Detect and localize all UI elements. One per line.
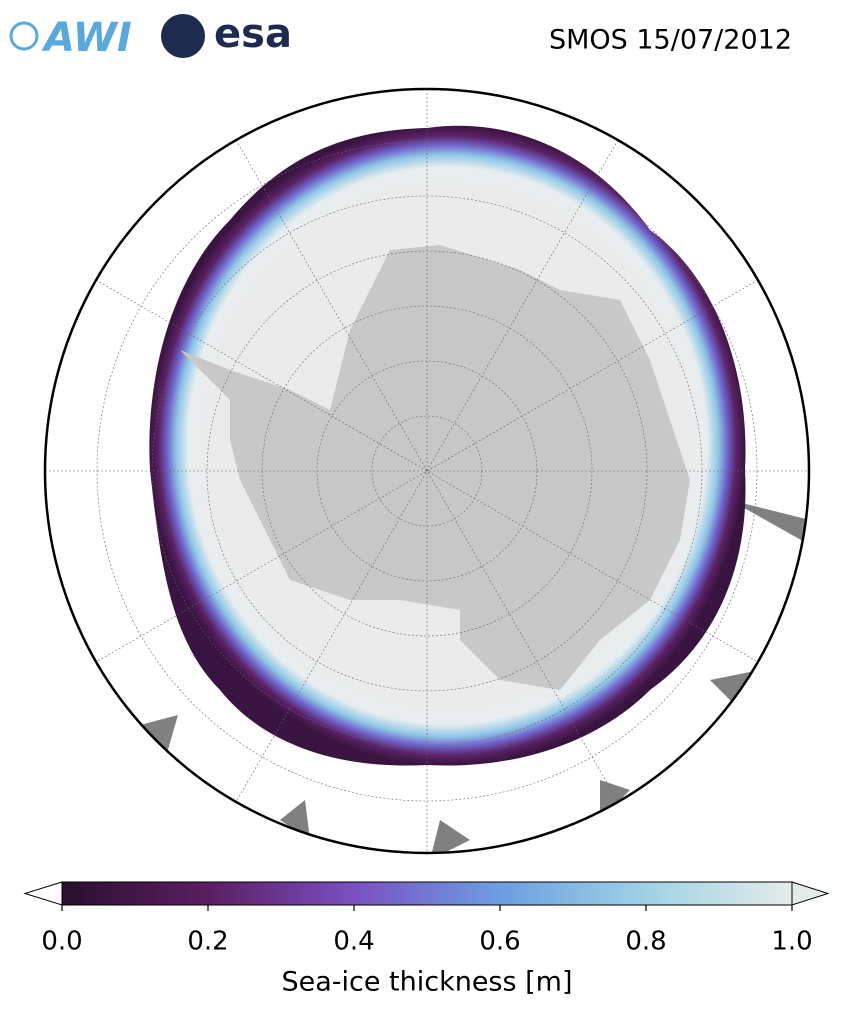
esa-logo-text: esa [214, 11, 292, 57]
colorbar-tick-label: 0.4 [333, 927, 374, 957]
colorbar-tick-label: 0.2 [187, 927, 228, 957]
awi-logo-text: AWI [41, 15, 132, 61]
esa-logo: esa [161, 11, 292, 58]
colorbar [23, 881, 830, 906]
colorbar-tick-label: 1.0 [771, 927, 812, 957]
colorbar-extend-high [791, 881, 830, 906]
colorbar-tick-label: 0.0 [41, 927, 82, 957]
graticule [45, 89, 809, 853]
colorbar-body [61, 881, 793, 906]
colorbar-label: Sea-ice thickness [m] [281, 967, 572, 998]
colorbar-tick-label: 0.8 [625, 927, 666, 957]
colorbar-tick-label: 0.6 [479, 927, 520, 957]
awi-logo: AWI [9, 15, 132, 61]
colorbar-extend-low [23, 881, 63, 906]
map [45, 89, 809, 853]
title: SMOS 15/07/2012 [549, 25, 792, 56]
map-boundary [43, 87, 811, 855]
